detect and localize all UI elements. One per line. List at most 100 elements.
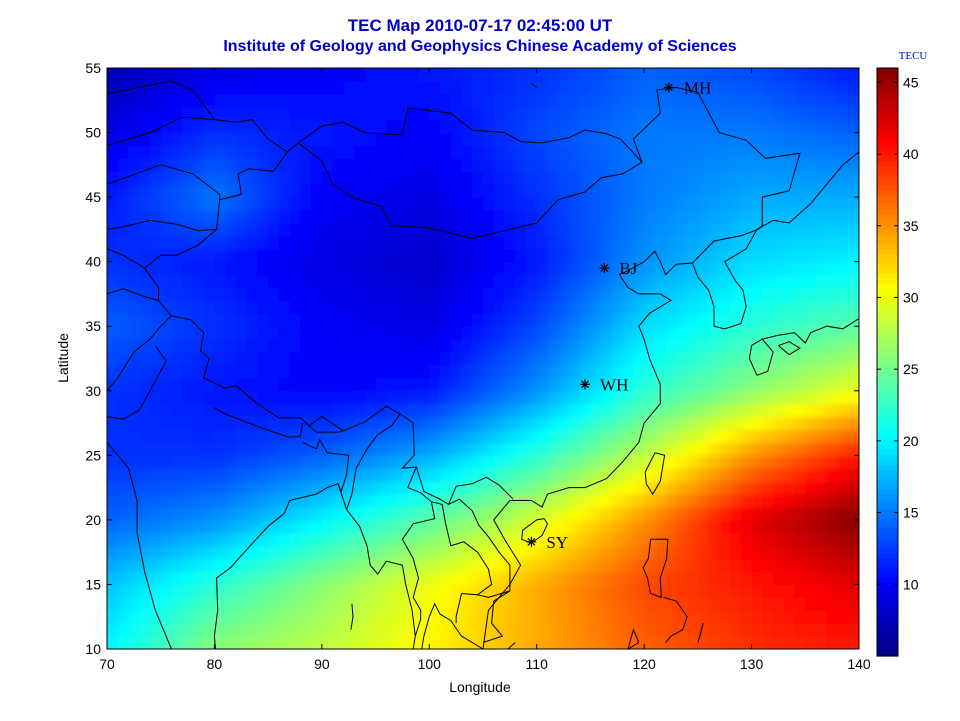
heat-cell — [730, 429, 742, 444]
heat-cell — [235, 158, 248, 172]
heat-cell — [816, 352, 828, 366]
heat-cell — [547, 210, 559, 224]
heat-cell — [397, 506, 409, 521]
heat-cell — [697, 377, 710, 392]
heat-cell — [257, 352, 269, 366]
heat-cell — [644, 416, 656, 431]
heat-cell — [515, 429, 527, 444]
heat-cell — [719, 390, 731, 405]
coastline-path — [762, 318, 859, 344]
heat-cell — [568, 80, 581, 95]
heat-cell — [590, 662, 601, 676]
heat-cell — [161, 649, 172, 663]
heat-cell — [483, 662, 494, 676]
heat-cell — [730, 119, 742, 134]
heat-cell — [709, 662, 720, 676]
heat-cell — [558, 68, 570, 69]
heat-cell — [730, 532, 742, 547]
heat-cell — [568, 416, 581, 431]
heat-cell — [311, 235, 323, 250]
heat-cell — [107, 610, 119, 624]
heat-cell — [128, 132, 140, 147]
heat-cell — [397, 377, 409, 392]
heat-cell — [805, 532, 817, 547]
heat-cell — [364, 455, 377, 469]
heat-cell — [751, 287, 763, 301]
heat-cell — [386, 455, 398, 469]
heat-cell — [117, 287, 130, 301]
heat-cell — [440, 416, 452, 431]
heat-cell — [214, 93, 226, 108]
heat-cell — [483, 68, 495, 69]
heat-cell — [268, 68, 280, 82]
heat-cell — [160, 68, 173, 69]
heat-cell — [192, 532, 205, 547]
heat-cell — [343, 274, 355, 289]
heat-cell — [128, 455, 140, 469]
heat-cell — [182, 545, 194, 560]
heat-cell — [687, 68, 699, 82]
heat-cell — [246, 623, 258, 637]
heat-cell — [783, 390, 796, 405]
heat-cell — [107, 623, 108, 637]
heat-cell — [654, 68, 667, 69]
heat-cell — [203, 442, 216, 456]
heat-cell — [332, 68, 344, 69]
heat-cell — [698, 42, 709, 56]
heat-cell — [611, 248, 624, 263]
heat-cell — [407, 158, 420, 172]
heat-cell — [859, 481, 870, 495]
heat-cell — [321, 68, 334, 82]
heat-cell — [676, 352, 688, 366]
heat-cell — [332, 274, 344, 289]
heat-cell — [687, 274, 699, 289]
heat-cell — [762, 519, 774, 534]
heat-cell — [235, 442, 248, 456]
heat-cell — [257, 519, 269, 534]
heat-cell — [440, 558, 452, 573]
heat-cell — [794, 274, 806, 289]
heat-cell — [300, 584, 312, 598]
heat-cell — [751, 184, 763, 198]
heat-cell — [547, 558, 559, 573]
heat-cell — [364, 584, 377, 598]
heat-cell — [375, 545, 387, 560]
heat-cell — [654, 494, 667, 508]
heat-cell — [740, 506, 753, 521]
heat-cell — [622, 339, 634, 353]
heat-cell — [289, 184, 301, 198]
heat-cell — [654, 545, 667, 560]
heat-cell — [568, 610, 581, 624]
heat-cell — [407, 68, 420, 69]
y-tick-label: 30 — [85, 383, 101, 399]
heat-cell — [805, 261, 817, 276]
heat-cell — [666, 662, 677, 676]
heat-cell — [740, 339, 753, 353]
heat-cell — [225, 261, 237, 276]
heat-cell — [504, 184, 516, 198]
heat-cell — [719, 429, 731, 444]
heat-cell — [483, 106, 495, 121]
heat-cell — [386, 158, 398, 172]
heat-cell — [257, 545, 269, 560]
heat-cell — [730, 106, 742, 121]
heat-cell — [203, 326, 216, 340]
heat-cell — [612, 42, 623, 56]
heat-cell — [278, 184, 291, 198]
heat-cell — [332, 197, 344, 211]
heat-cell — [676, 429, 688, 444]
colorbar-segment — [877, 249, 898, 255]
heat-cell — [450, 468, 463, 482]
heat-cell — [192, 506, 205, 521]
colorbar-segment — [877, 440, 898, 446]
heat-cell — [235, 352, 248, 366]
heat-cell — [182, 442, 194, 456]
heat-cell — [515, 313, 527, 327]
heat-cell — [783, 80, 796, 95]
heat-cell — [332, 390, 344, 405]
heat-cell — [117, 93, 130, 108]
heat-cell — [504, 326, 516, 340]
heat-cell — [848, 390, 859, 405]
heat-cell — [214, 519, 226, 534]
heat-cell — [139, 222, 151, 237]
